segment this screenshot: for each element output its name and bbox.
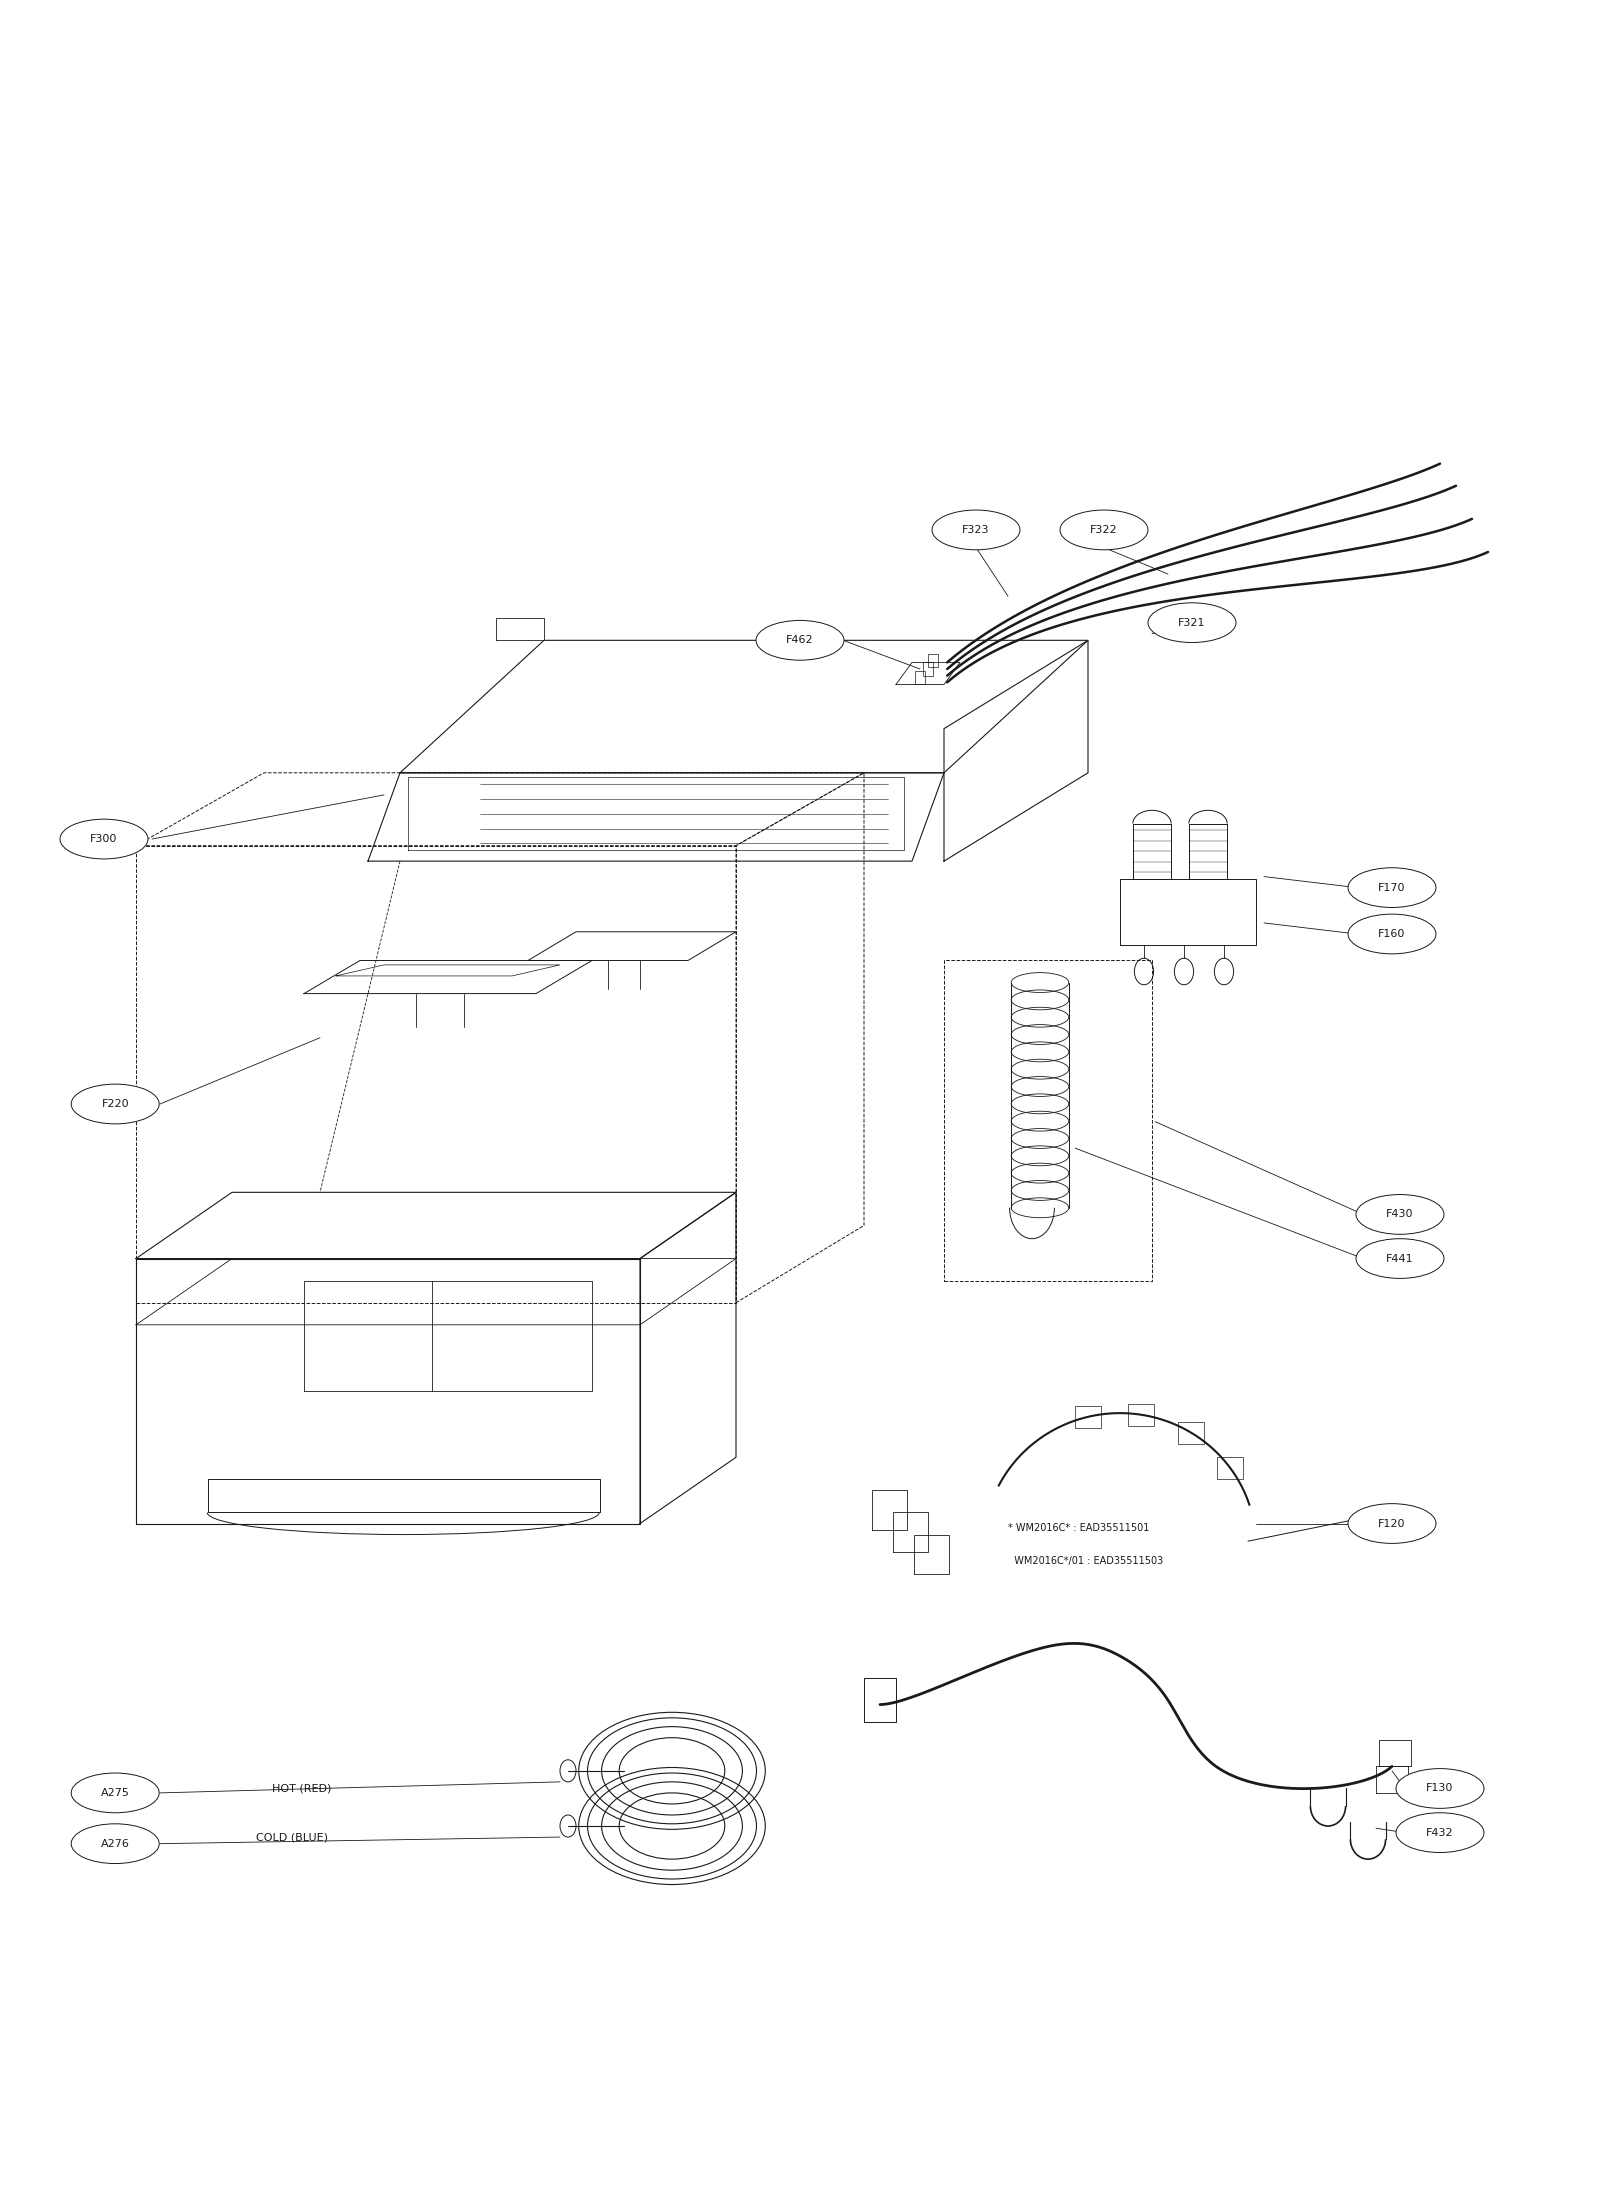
Bar (1178, 1422, 1203, 1444)
Text: F170: F170 (1378, 883, 1406, 892)
Text: A276: A276 (101, 1839, 130, 1848)
Ellipse shape (1347, 1504, 1437, 1543)
Text: F462: F462 (786, 636, 814, 645)
Bar (1075, 1406, 1101, 1429)
Bar (1128, 1404, 1154, 1426)
Ellipse shape (70, 1084, 158, 1124)
Ellipse shape (1149, 603, 1235, 643)
Ellipse shape (70, 1773, 158, 1813)
Text: F322: F322 (1090, 526, 1118, 534)
Bar (928, 654, 938, 667)
Text: A275: A275 (101, 1788, 130, 1797)
Text: HOT (RED): HOT (RED) (272, 1784, 331, 1793)
Text: F130: F130 (1426, 1784, 1454, 1793)
Ellipse shape (70, 1824, 158, 1864)
Bar (915, 671, 925, 684)
Text: * WM2016C* : EAD35511501: * WM2016C* : EAD35511501 (1008, 1524, 1149, 1532)
Text: F430: F430 (1386, 1210, 1414, 1219)
Ellipse shape (61, 819, 147, 859)
Text: F441: F441 (1386, 1254, 1414, 1263)
Text: F220: F220 (101, 1100, 130, 1108)
Bar (923, 662, 933, 676)
Text: WM2016C*/01 : EAD35511503: WM2016C*/01 : EAD35511503 (1008, 1557, 1163, 1565)
Ellipse shape (1395, 1769, 1485, 1808)
Ellipse shape (931, 510, 1021, 550)
Ellipse shape (1347, 914, 1437, 954)
Ellipse shape (1357, 1239, 1443, 1278)
Text: F300: F300 (90, 835, 118, 843)
Ellipse shape (1395, 1813, 1485, 1853)
Ellipse shape (1357, 1195, 1443, 1234)
Text: F432: F432 (1426, 1828, 1454, 1837)
Ellipse shape (1347, 868, 1437, 907)
Text: F323: F323 (962, 526, 990, 534)
Text: F321: F321 (1178, 618, 1206, 627)
Ellipse shape (1059, 510, 1149, 550)
Ellipse shape (757, 620, 845, 660)
Text: F160: F160 (1378, 930, 1406, 938)
Bar (1218, 1457, 1243, 1479)
Text: COLD (BLUE): COLD (BLUE) (256, 1833, 328, 1841)
Text: F120: F120 (1378, 1519, 1406, 1528)
